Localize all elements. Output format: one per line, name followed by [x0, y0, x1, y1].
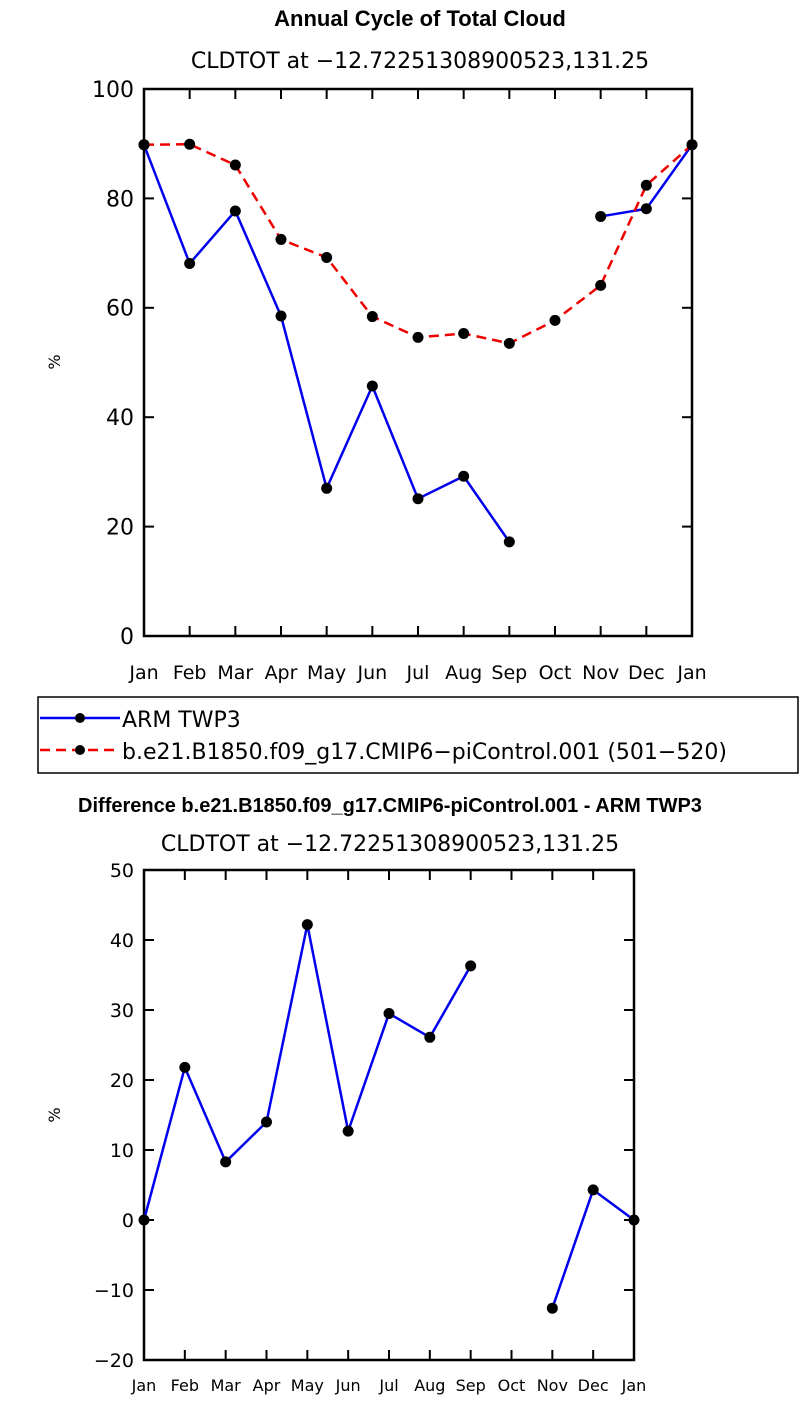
data-point: [549, 314, 561, 326]
data-point: [342, 1125, 354, 1137]
legend-label-model: b.e21.B1850.f09_g17.CMIP6−piControl.001 …: [122, 740, 727, 765]
y-axis-label: %: [45, 354, 64, 369]
data-point: [261, 1116, 272, 1128]
plot-frame: [142, 87, 694, 638]
x-tick-label: Jun: [356, 662, 387, 684]
legend-marker-arm: [75, 713, 85, 723]
series-line-0: [142, 144, 511, 543]
x-tick-label: Sep: [456, 1376, 486, 1395]
data-point: [321, 251, 333, 263]
data-point: [595, 279, 607, 291]
data-point: [383, 1008, 395, 1019]
x-tick-label: Feb: [173, 662, 207, 684]
data-point: [275, 233, 287, 245]
x-tick-label: Dec: [578, 1376, 609, 1395]
y-tick-label: 30: [110, 1000, 134, 1022]
x-tick-label: Jul: [406, 662, 430, 684]
data-point: [640, 203, 652, 215]
x-tick-label: Jan: [131, 1376, 157, 1395]
chart-title: Difference b.e21.B1850.f09_g17.CMIP6-piC…: [78, 795, 702, 817]
y-tick-label: 50: [110, 860, 134, 882]
series-line-0: [142, 924, 472, 1221]
series-layer: [138, 919, 640, 1314]
legend: ARM TWP3 b.e21.B1850.f09_g17.CMIP6−piCon…: [37, 696, 799, 774]
x-tick-label: Nov: [582, 662, 619, 684]
x-tick-label: Mar: [217, 662, 253, 684]
data-point: [503, 536, 515, 548]
data-point: [686, 139, 698, 151]
data-point: [465, 960, 477, 972]
series-layer: [138, 138, 698, 548]
data-point: [595, 210, 607, 222]
x-tick-label: Sep: [491, 662, 527, 684]
data-point: [587, 1184, 599, 1196]
y-tick-label: 60: [106, 297, 134, 322]
y-tick-label: 40: [110, 930, 134, 952]
x-tick-label: Feb: [171, 1376, 199, 1395]
data-point: [301, 919, 313, 931]
data-point: [458, 470, 470, 482]
data-point: [546, 1302, 558, 1314]
series-line-1: [143, 142, 693, 345]
y-tick-label: 10: [110, 1140, 134, 1162]
x-tick-label: May: [307, 662, 346, 684]
x-tick-label: Jan: [621, 1376, 647, 1395]
legend-marker-model: [75, 745, 85, 755]
data-point: [184, 257, 196, 269]
x-tick-label: Dec: [628, 662, 665, 684]
data-point: [229, 205, 241, 217]
data-point: [424, 1031, 436, 1043]
data-point: [628, 1214, 640, 1226]
y-tick-label: 100: [92, 78, 134, 103]
x-tick-label: Jan: [128, 662, 158, 684]
data-point: [184, 138, 196, 150]
chart-difference: Difference b.e21.B1850.f09_g17.CMIP6-piC…: [45, 795, 702, 1395]
y-tick-label: −10: [94, 1280, 134, 1302]
data-point: [412, 493, 424, 505]
y-tick-label: 40: [106, 406, 134, 431]
data-point: [275, 310, 287, 322]
legend-label-arm: ARM TWP3: [122, 708, 241, 733]
y-tick-label: 0: [122, 1210, 134, 1232]
chart-subtitle: CLDTOT at −12.72251308900523,131.25: [191, 49, 649, 74]
data-point: [229, 159, 241, 171]
y-tick-label: 20: [110, 1070, 134, 1092]
y-tick-label: 80: [106, 187, 134, 212]
x-tick-label: Apr: [253, 1376, 281, 1395]
chart-subtitle: CLDTOT at −12.72251308900523,131.25: [161, 832, 619, 857]
plot-area: 0 20 40 60 80 100 Jan Feb Mar Apr May Jun Jul Aug Sep O…: [92, 78, 707, 684]
data-point: [138, 139, 150, 151]
chart-title: Annual Cycle of Total Cloud: [274, 6, 566, 31]
data-point: [179, 1061, 191, 1073]
x-tick-label: Jan: [676, 662, 706, 684]
y-axis-label: %: [45, 1107, 64, 1122]
x-tick-label: Oct: [539, 662, 572, 684]
data-point: [640, 179, 652, 191]
y-tick-label: 0: [120, 625, 134, 650]
data-point: [366, 380, 378, 392]
data-point: [220, 1156, 232, 1168]
y-tick-label: 20: [106, 516, 134, 541]
x-tick-label: Aug: [414, 1376, 445, 1395]
x-tick-label: Jul: [378, 1376, 398, 1395]
x-tick-label: May: [291, 1376, 324, 1395]
data-point: [412, 331, 424, 343]
series-line-0: [551, 1187, 635, 1309]
data-point: [503, 337, 515, 349]
x-tick-label: Nov: [537, 1376, 568, 1395]
x-tick-label: Aug: [445, 662, 482, 684]
plot-area: −20 −10 0 10 20 30 40 50 Jan Feb Mar Apr May Jun Jul Au…: [94, 860, 646, 1395]
x-tick-label: Mar: [211, 1376, 242, 1395]
data-point: [458, 328, 470, 340]
x-tick-label: Apr: [265, 662, 298, 684]
x-tick-label: Jun: [335, 1376, 361, 1395]
y-tick-label: −20: [94, 1350, 134, 1372]
data-point: [321, 482, 333, 494]
chart-annual-cycle: Annual Cycle of Total Cloud CLDTOT at −1…: [37, 6, 799, 774]
x-tick-label: Oct: [498, 1376, 526, 1395]
data-point: [366, 311, 378, 323]
data-point: [138, 1214, 150, 1226]
legend-box: [37, 696, 799, 774]
